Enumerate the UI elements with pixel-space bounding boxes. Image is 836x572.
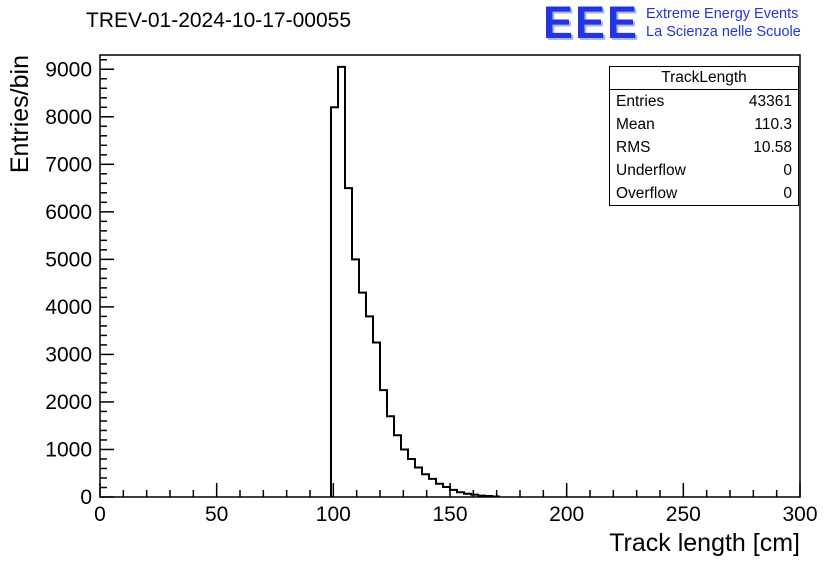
stats-row-mean: Mean 110.3 <box>610 113 798 136</box>
svg-text:0: 0 <box>80 486 92 509</box>
stats-row-underflow: Underflow 0 <box>610 159 798 182</box>
eee-logo-line1: Extreme Energy Events <box>646 6 799 22</box>
svg-text:300: 300 <box>782 503 817 526</box>
svg-text:2000: 2000 <box>45 391 92 414</box>
svg-text:1000: 1000 <box>45 438 92 461</box>
eee-logo-line2: La Scienza nelle Scuole <box>646 24 801 40</box>
stats-row-entries: Entries 43361 <box>610 90 798 113</box>
stats-value: 43361 <box>748 93 792 110</box>
x-axis-ticks <box>99 483 801 497</box>
stats-label: RMS <box>616 139 651 156</box>
page-title: TREV-01-2024-10-17-00055 <box>86 9 352 32</box>
svg-text:0: 0 <box>94 503 106 526</box>
y-axis-title: Entries/bin <box>6 55 34 173</box>
svg-text:9000: 9000 <box>45 58 92 81</box>
eee-logo: EEE Extreme Energy Events La Scienza nel… <box>543 0 801 48</box>
stats-row-rms: RMS 10.58 <box>610 136 798 159</box>
stats-box-title: TrackLength <box>610 67 798 90</box>
stats-value: 0 <box>783 185 792 202</box>
eee-logo-acronym: EEE <box>543 0 640 48</box>
svg-text:5000: 5000 <box>45 248 92 271</box>
stats-label: Underflow <box>616 162 686 179</box>
svg-text:6000: 6000 <box>45 201 92 224</box>
stats-value: 10.58 <box>753 139 792 156</box>
stats-label: Overflow <box>616 185 678 202</box>
svg-text:4000: 4000 <box>45 296 92 319</box>
x-axis-tick-labels: 0 50 100 150 200 250 300 <box>94 503 817 526</box>
y-axis-ticks <box>100 59 114 498</box>
svg-text:100: 100 <box>316 503 351 526</box>
stats-row-overflow: Overflow 0 <box>610 182 798 205</box>
y-axis-tick-labels: 0 1000 2000 3000 4000 5000 6000 7000 8000 9000 <box>45 58 92 509</box>
stats-value: 0 <box>783 162 792 179</box>
stats-label: Entries <box>616 93 665 110</box>
stats-label: Mean <box>616 116 655 133</box>
stats-value: 110.3 <box>754 116 792 133</box>
svg-text:200: 200 <box>549 503 584 526</box>
svg-text:250: 250 <box>666 503 701 526</box>
x-axis-title: Track length [cm] <box>609 529 800 557</box>
histogram-line <box>330 65 500 498</box>
svg-text:3000: 3000 <box>45 343 92 366</box>
eee-logo-text: Extreme Energy Events La Scienza nelle S… <box>646 2 801 41</box>
stats-box: TrackLength Entries 43361 Mean 110.3 RMS… <box>609 66 799 206</box>
svg-text:7000: 7000 <box>45 153 92 176</box>
svg-text:150: 150 <box>432 503 467 526</box>
svg-text:50: 50 <box>205 503 228 526</box>
svg-text:8000: 8000 <box>45 106 92 129</box>
